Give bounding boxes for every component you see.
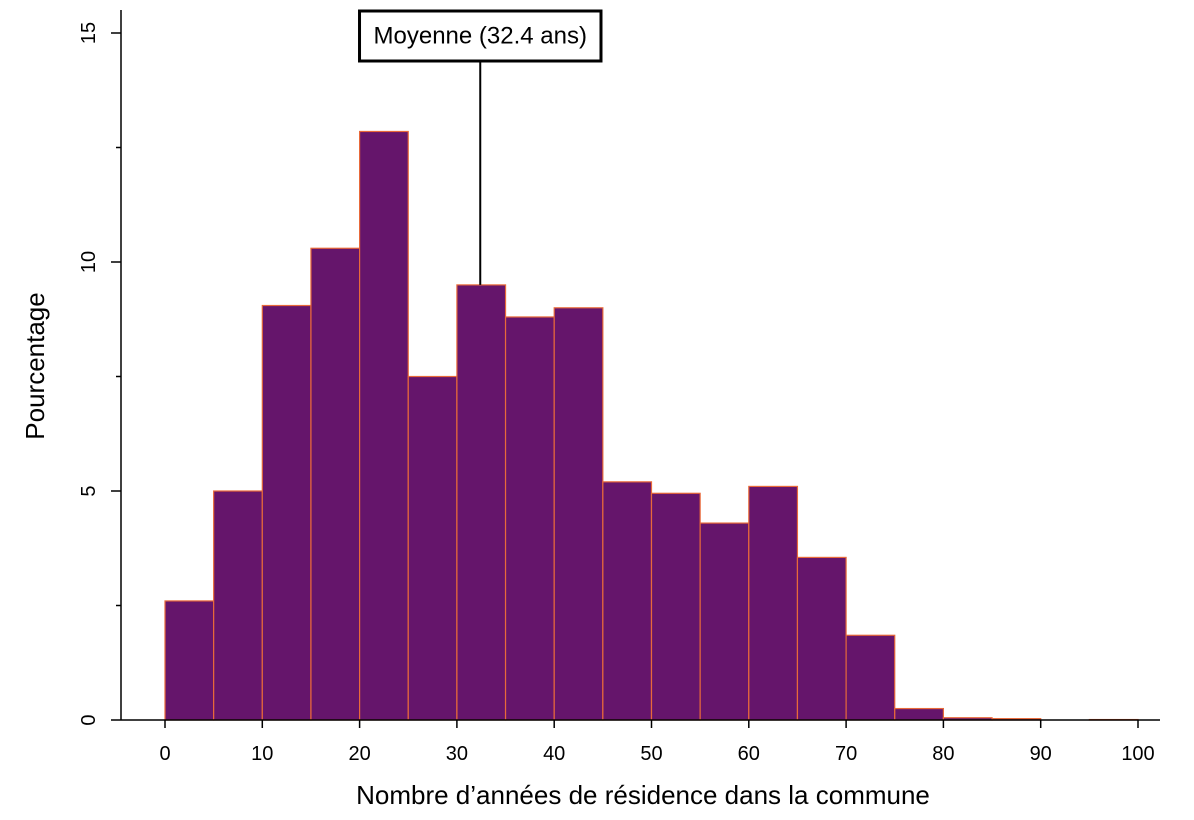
y-tick-label: 5 [78, 485, 100, 496]
histogram-bar [699, 522, 750, 721]
x-tick-label: 80 [932, 743, 954, 765]
y-ticks-group: 0 5 10 15 [78, 22, 121, 726]
x-tick-label: 10 [251, 743, 273, 765]
histogram-bar [359, 130, 409, 721]
x-tick-label: 40 [543, 743, 565, 765]
mean-label: Moyenne (32.4 ans) [374, 23, 587, 50]
x-ticks-group: 0 10 20 30 40 50 60 70 80 90 100 [159, 720, 1155, 765]
histogram-bar [796, 556, 847, 721]
y-tick-label: 15 [78, 22, 100, 44]
x-tick-label: 20 [348, 743, 370, 765]
x-tick-label: 70 [835, 743, 857, 765]
histogram-bar [504, 316, 555, 721]
histogram-bar [213, 490, 263, 721]
axes-group [120, 10, 1160, 721]
x-tick-label: 50 [640, 743, 662, 765]
x-tick-label: 0 [159, 743, 170, 765]
x-axis-title: Nombre d’années de résidence dans la com… [356, 780, 930, 810]
y-tick-label: 0 [78, 714, 100, 725]
x-tick-label: 30 [446, 743, 468, 765]
histogram-bar [845, 634, 896, 721]
histogram-bar [310, 247, 361, 721]
histogram-bar [748, 485, 799, 721]
bars-group [164, 130, 1139, 721]
histogram-bar [602, 481, 653, 721]
histogram-bar [164, 600, 215, 721]
mean-annotation: Moyenne (32.4 ans) [358, 9, 603, 285]
histogram-bar [650, 492, 701, 721]
histogram-bar [456, 284, 507, 721]
mean-label-box [358, 9, 603, 63]
x-tick-label: 60 [738, 743, 760, 765]
histogram-bar [553, 307, 604, 721]
x-tick-label: 100 [1121, 743, 1154, 765]
histogram-bar [894, 707, 945, 721]
x-tick-label: 90 [1030, 743, 1052, 765]
y-axis-title: Pourcentage [20, 292, 50, 439]
y-tick-label: 10 [78, 251, 100, 273]
histogram-bar [407, 375, 458, 721]
histogram-bar [261, 304, 312, 721]
